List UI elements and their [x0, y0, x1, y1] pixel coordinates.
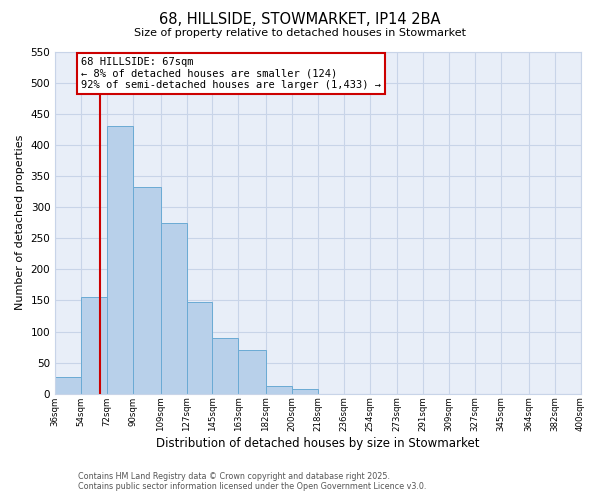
Bar: [133, 187, 161, 394]
Y-axis label: Number of detached properties: Number of detached properties: [15, 135, 25, 310]
Text: Contains public sector information licensed under the Open Government Licence v3: Contains public sector information licen…: [78, 482, 427, 491]
X-axis label: Distribution of detached houses by size in Stowmarket: Distribution of detached houses by size …: [156, 437, 479, 450]
Text: 68, HILLSIDE, STOWMARKET, IP14 2BA: 68, HILLSIDE, STOWMARKET, IP14 2BA: [159, 12, 441, 28]
Text: Contains HM Land Registry data © Crown copyright and database right 2025.: Contains HM Land Registry data © Crown c…: [78, 472, 390, 481]
Bar: [187, 302, 212, 394]
Text: Size of property relative to detached houses in Stowmarket: Size of property relative to detached ho…: [134, 28, 466, 38]
Bar: [81, 298, 107, 394]
Text: 68 HILLSIDE: 67sqm
← 8% of detached houses are smaller (124)
92% of semi-detache: 68 HILLSIDE: 67sqm ← 8% of detached hous…: [81, 57, 381, 90]
Bar: [212, 338, 238, 394]
Bar: [107, 126, 133, 394]
Bar: [292, 389, 318, 394]
Bar: [55, 377, 81, 394]
Bar: [238, 350, 266, 394]
Bar: [161, 222, 187, 394]
Bar: [266, 386, 292, 394]
